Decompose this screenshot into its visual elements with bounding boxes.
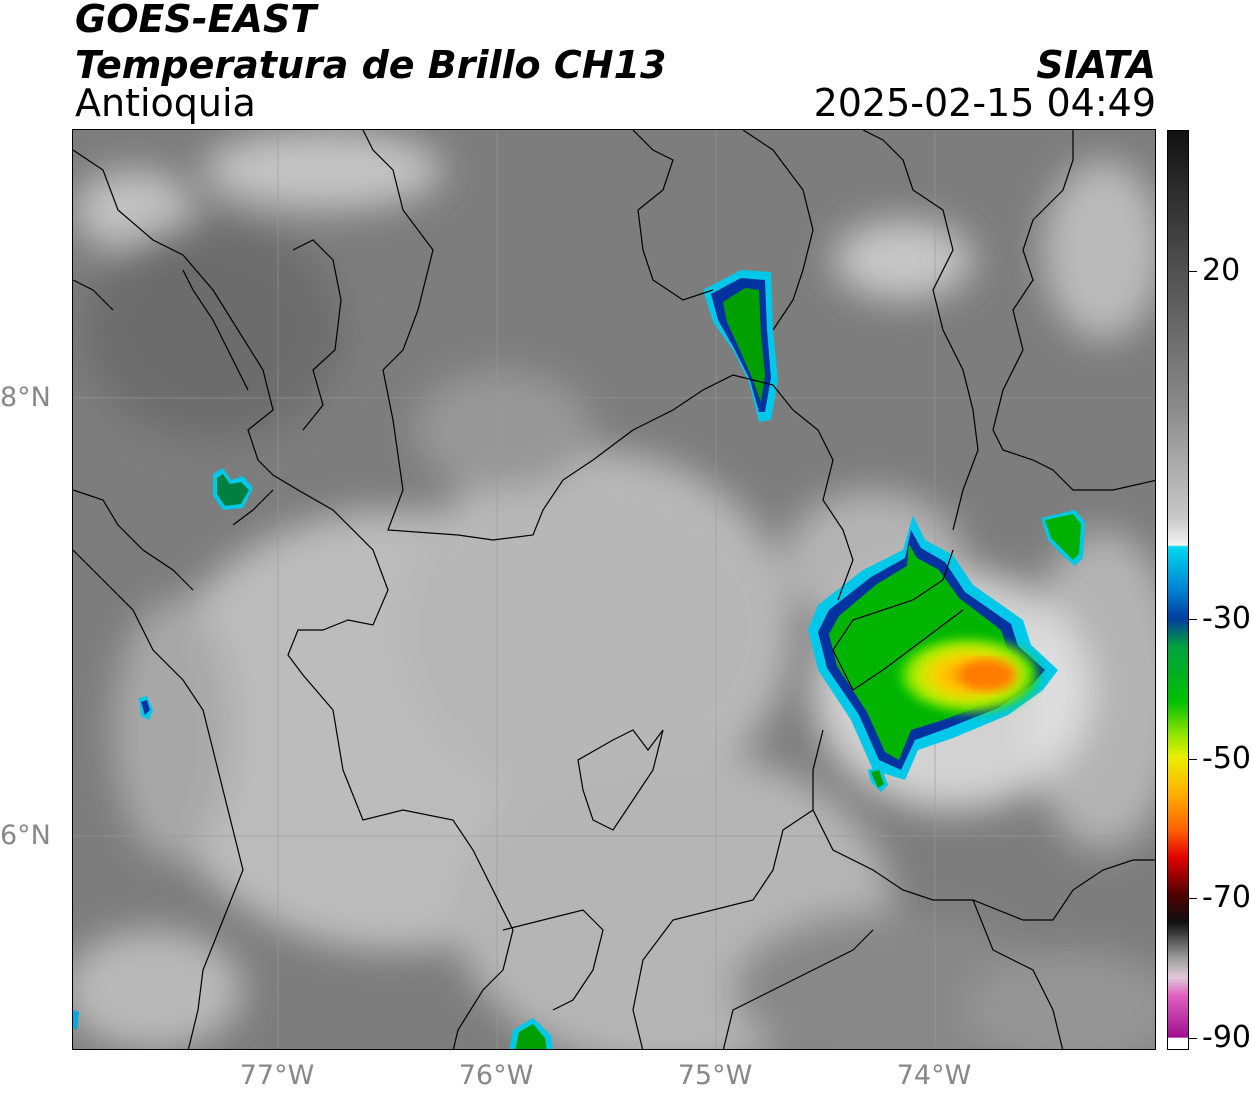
lat-label-8n: 8°N bbox=[0, 382, 51, 413]
cloud-texture bbox=[73, 130, 1155, 1049]
product-title: Temperatura de Brillo CH13 bbox=[75, 43, 667, 87]
agency-label: SIATA bbox=[1036, 43, 1156, 87]
colorbar-tick bbox=[1189, 759, 1197, 760]
lon-label-76w: 76°W bbox=[458, 1060, 534, 1091]
colorbar-tick bbox=[1189, 1038, 1197, 1039]
colorbar-label-20: 20 bbox=[1202, 253, 1241, 288]
lat-label-6n: 6°N bbox=[0, 820, 51, 851]
main-storm-cell bbox=[808, 515, 1058, 780]
map-canvas bbox=[73, 130, 1155, 1049]
region-subtitle: Antioquia bbox=[75, 81, 256, 125]
satellite-map[interactable] bbox=[72, 129, 1156, 1050]
lon-label-75w: 75°W bbox=[677, 1060, 753, 1091]
satellite-title: GOES-EAST bbox=[75, 0, 317, 41]
colorbar-tick bbox=[1189, 619, 1197, 620]
colorbar-label-minus30: -30 bbox=[1202, 601, 1251, 636]
colorbar-label-minus50: -50 bbox=[1202, 741, 1251, 776]
lon-label-74w: 74°W bbox=[896, 1060, 972, 1091]
timestamp-label: 2025-02-15 04:49 bbox=[813, 81, 1156, 125]
colorbar-tick bbox=[1189, 898, 1197, 899]
north-storm-cell bbox=[703, 270, 778, 422]
colorbar-label-minus90: -90 bbox=[1202, 1020, 1251, 1055]
colorbar-tick bbox=[1189, 271, 1197, 272]
lon-label-77w: 77°W bbox=[239, 1060, 315, 1091]
colorbar bbox=[1167, 130, 1189, 1050]
colorbar-label-minus70: -70 bbox=[1202, 880, 1251, 915]
borders bbox=[73, 130, 1155, 1049]
small-storm-cells bbox=[73, 468, 1085, 1049]
